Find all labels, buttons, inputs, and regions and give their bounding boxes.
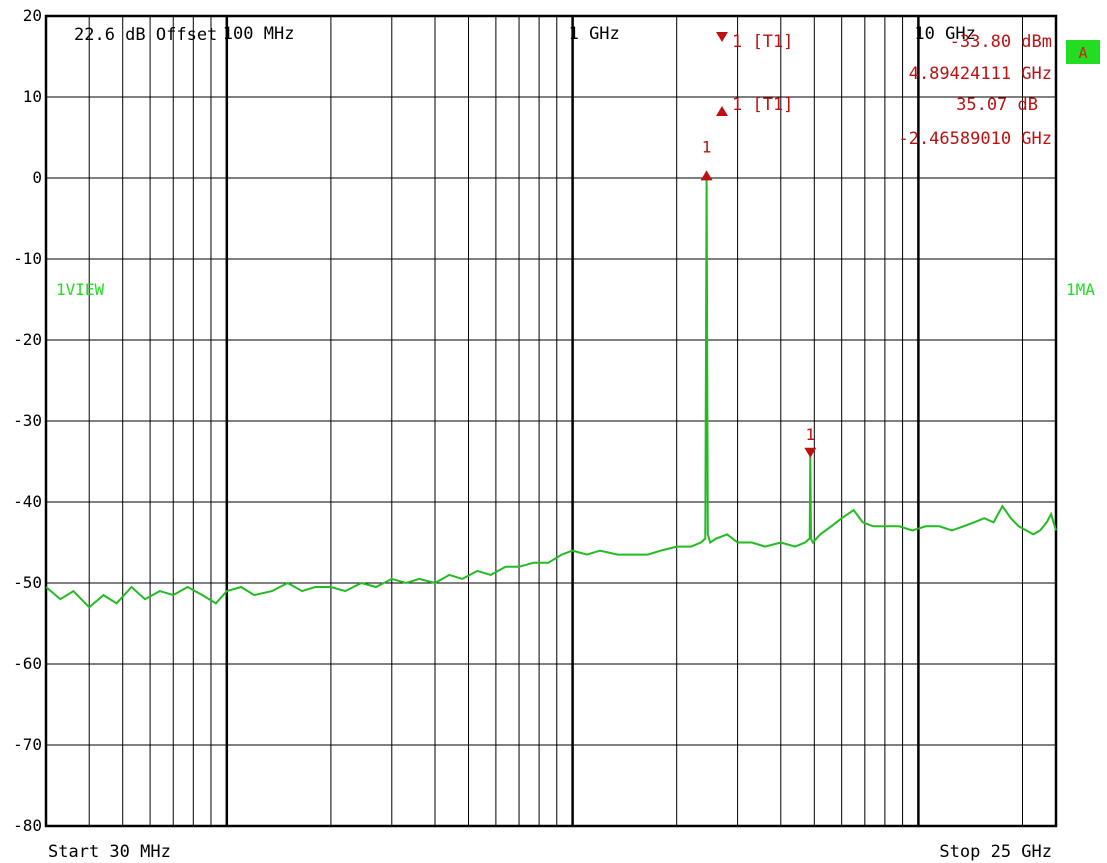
y-tick-label: -80 [13,816,42,835]
y-tick-label: -60 [13,654,42,673]
marker-down-triangle-icon [716,32,728,42]
y-tick-label: -20 [13,330,42,349]
delta-readout-freq: -2.46589010 GHz [898,129,1052,149]
y-axis-ticks: 20 10 0 -10 -20 -30 -40 -50 -60 -70 -80 [13,6,42,835]
y-tick-label: 0 [32,168,42,187]
y-tick-label: 10 [23,87,42,106]
y-tick-label: -10 [13,249,42,268]
marker-layer: 11 [700,137,817,458]
x-tick-label: 10 GHz [914,24,975,44]
y-tick-label: -70 [13,735,42,754]
marker-readout: 1 [T1] -33.80 dBm 4.89424111 GHz 1 [T1] … [716,32,1052,149]
start-frequency-label: Start 30 MHz [48,842,171,862]
offset-text: 22.6 dB Offset [74,25,217,45]
marker-readout-label: 1 [T1] [732,32,793,52]
marker-readout-freq: 4.89424111 GHz [909,64,1052,84]
marker-readout-value: -33.80 dBm [950,32,1052,52]
y-tick-label: -50 [13,573,42,592]
delta-readout-value: 35.07 dB [956,95,1038,115]
marker-down-triangle-icon [804,447,817,458]
marker-up-triangle-icon [700,170,713,181]
delta-up-triangle-icon [716,106,728,116]
marker-number-label: 1 [806,425,816,444]
side-label-right: 1MA [1066,280,1095,299]
plot-frame [44,14,1058,828]
delta-readout-label: 1 [T1] [732,95,793,115]
trace-badge: A [1078,44,1087,62]
x-axis-ticks: 100 MHz 1 GHz 10 GHz [223,24,976,44]
stop-frequency-label: Stop 25 GHz [939,842,1052,862]
x-tick-label: 1 GHz [569,24,620,44]
trace-badge-background [1066,40,1100,64]
x-tick-label: 100 MHz [223,24,295,44]
y-tick-label: -30 [13,411,42,430]
trace-line [45,176,1057,609]
marker-number-label: 1 [702,137,712,156]
trace-layer [45,176,1057,609]
y-tick-label: -40 [13,492,42,511]
grid [44,14,1058,828]
y-tick-label: 20 [23,6,42,25]
side-label-left: 1VIEW [56,280,105,299]
